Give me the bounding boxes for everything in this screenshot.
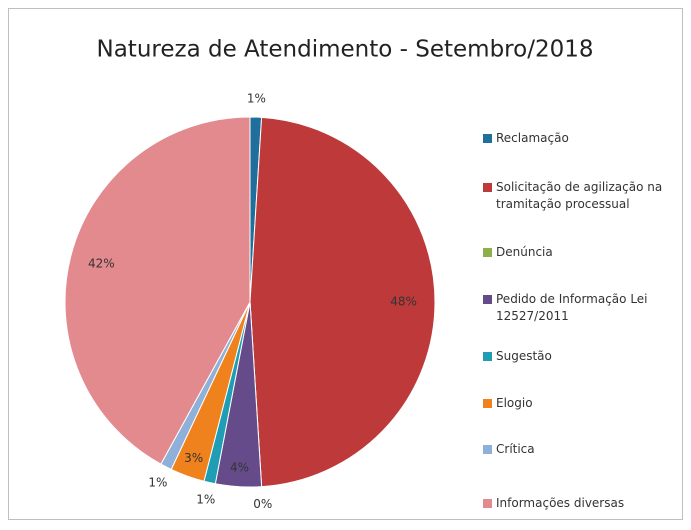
legend-swatch: [483, 183, 492, 192]
data-label: 1%: [148, 475, 167, 489]
data-label: 1%: [196, 493, 215, 507]
legend-label: Informações diversas: [496, 496, 625, 510]
pie-slice: [249, 116, 436, 488]
legend-swatch: [483, 499, 492, 508]
legend-item: Solicitação de agilização na tramitação …: [483, 179, 678, 213]
legend-label: Sugestão: [496, 349, 552, 363]
data-label: 3%: [184, 451, 203, 465]
legend-label: Elogio: [496, 396, 533, 410]
legend-item: Denúncia: [483, 244, 678, 261]
legend-swatch: [483, 134, 492, 143]
legend-swatch: [483, 248, 492, 257]
chart-title: Natureza de Atendimento - Setembro/2018: [97, 37, 594, 63]
legend-item: Sugestão: [483, 348, 678, 365]
data-label: 1%: [247, 92, 266, 106]
legend-item: Elogio: [483, 395, 678, 412]
legend-swatch: [483, 399, 492, 408]
legend-label: Reclamação: [496, 131, 569, 145]
legend-label: Crítica: [496, 442, 535, 456]
legend-swatch: [483, 445, 492, 454]
data-label: 0%: [253, 497, 272, 511]
legend-swatch: [483, 352, 492, 361]
pie-slice: [64, 116, 251, 465]
legend-label: Pedido de Informação Lei 12527/2011: [496, 292, 648, 323]
data-label: 42%: [88, 256, 115, 270]
chart-frame: [8, 8, 683, 520]
legend-item: Pedido de Informação Lei 12527/2011: [483, 291, 678, 325]
data-label: 48%: [390, 295, 417, 309]
legend-item: Reclamação: [483, 130, 678, 147]
legend-item: Crítica: [483, 441, 678, 458]
data-label: 4%: [230, 461, 249, 475]
legend-label: Solicitação de agilização na tramitação …: [496, 180, 663, 211]
legend-item: Informações diversas: [483, 495, 678, 512]
legend-label: Denúncia: [496, 245, 553, 259]
legend-swatch: [483, 295, 492, 304]
